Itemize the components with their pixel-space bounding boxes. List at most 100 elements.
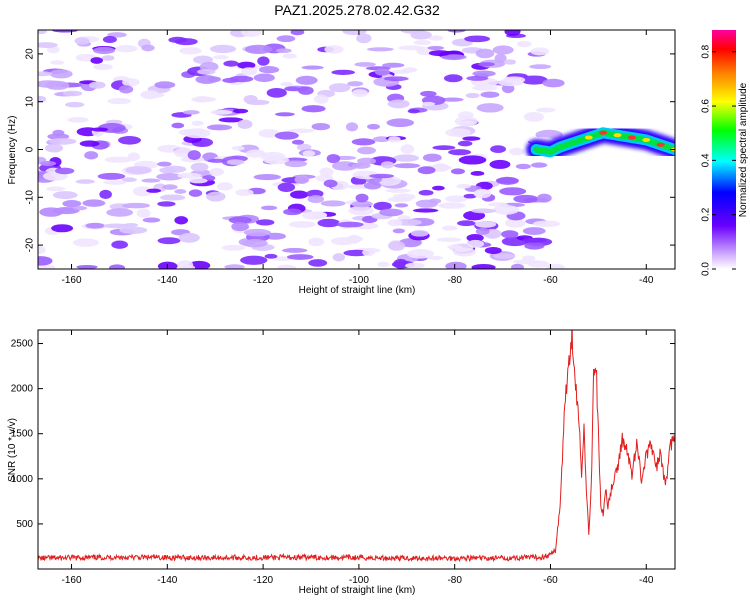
noise-blob xyxy=(231,145,245,151)
signal-peak xyxy=(656,142,665,147)
noise-blob xyxy=(260,151,286,162)
noise-blob xyxy=(231,221,249,232)
noise-blob xyxy=(348,205,374,216)
noise-blob xyxy=(393,154,419,162)
noise-blob xyxy=(387,219,403,227)
snr-x-tick-label: -80 xyxy=(447,575,462,586)
spectrogram-y-tick-label: 10 xyxy=(25,96,36,108)
spectrogram-x-tick-label: -160 xyxy=(62,275,82,286)
noise-blob xyxy=(470,208,496,214)
noise-blob xyxy=(354,62,376,67)
noise-blob xyxy=(331,69,356,75)
noise-blob xyxy=(332,253,346,262)
noise-blob xyxy=(48,138,77,145)
noise-blob xyxy=(284,160,308,168)
noise-blob xyxy=(351,162,371,169)
noise-blob xyxy=(178,232,200,243)
noise-blob xyxy=(253,73,275,82)
snr-y-tick-label: 1000 xyxy=(11,474,34,485)
noise-blob xyxy=(394,203,409,208)
noise-blob xyxy=(276,35,296,43)
noise-blob xyxy=(125,166,152,175)
noise-blob xyxy=(237,119,253,130)
noise-blob xyxy=(274,131,299,140)
noise-blob xyxy=(103,223,130,229)
signal-peak xyxy=(584,135,593,140)
noise-blob xyxy=(235,189,254,197)
noise-blob xyxy=(301,105,326,113)
noise-blob xyxy=(45,80,70,90)
noise-blob xyxy=(207,158,227,163)
noise-blob xyxy=(241,67,258,76)
noise-blob xyxy=(206,191,226,202)
noise-blob xyxy=(357,146,376,155)
noise-blob xyxy=(475,48,495,59)
noise-blob xyxy=(210,44,237,54)
noise-blob xyxy=(530,162,548,168)
noise-blob xyxy=(280,81,294,87)
snr-frame xyxy=(37,329,676,570)
noise-blob xyxy=(93,46,115,55)
noise-blob xyxy=(379,208,404,217)
noise-blob xyxy=(450,168,465,175)
noise-blob xyxy=(460,120,475,125)
noise-blob xyxy=(374,68,391,76)
noise-blob xyxy=(366,47,394,52)
noise-blob xyxy=(438,202,466,209)
noise-blob xyxy=(243,95,258,104)
noise-blob xyxy=(432,185,445,191)
noise-blob xyxy=(282,53,298,59)
noise-blob xyxy=(480,91,500,98)
noise-blob xyxy=(240,255,268,265)
noise-blob xyxy=(241,239,268,248)
noise-blob xyxy=(67,116,89,123)
colorbar-tick-label: 0.2 xyxy=(701,207,712,221)
noise-blob xyxy=(141,178,161,183)
spectrogram-x-tick-label: -100 xyxy=(349,275,369,286)
noise-blob xyxy=(472,85,498,91)
noise-blob xyxy=(496,176,519,185)
noise-blob xyxy=(277,182,296,193)
noise-blob xyxy=(476,103,504,113)
noise-blob xyxy=(283,208,302,216)
noise-blob xyxy=(311,122,331,131)
noise-blob xyxy=(542,78,565,88)
noise-blob xyxy=(52,129,65,137)
noise-blob xyxy=(470,171,485,176)
noise-blob xyxy=(106,208,134,217)
noise-blob xyxy=(420,90,437,97)
noise-blob xyxy=(509,147,525,156)
noise-blob xyxy=(520,75,548,85)
signal-peak xyxy=(627,135,636,140)
noise-blob xyxy=(103,180,127,185)
noise-blob xyxy=(373,201,392,211)
noise-blob xyxy=(182,110,200,115)
noise-blob xyxy=(377,261,390,268)
noise-blob xyxy=(447,30,466,33)
noise-blob xyxy=(257,56,270,66)
noise-blob xyxy=(277,264,296,269)
signal-peak xyxy=(599,130,608,135)
noise-blob xyxy=(465,92,480,99)
noise-blob xyxy=(290,190,309,199)
noise-blob xyxy=(221,244,246,251)
noise-blob xyxy=(121,177,137,183)
spectrogram-y-ticks: -20 -10 0 10 20 xyxy=(25,48,675,252)
noise-blob xyxy=(432,145,456,151)
noise-blob xyxy=(457,220,476,227)
spectrogram-noise xyxy=(38,30,565,269)
noise-blob xyxy=(226,159,245,165)
noise-blob xyxy=(274,112,295,117)
noise-blob xyxy=(54,167,75,175)
noise-blob xyxy=(245,149,266,158)
noise-blob xyxy=(291,139,305,145)
noise-blob xyxy=(307,195,325,204)
noise-blob xyxy=(441,97,464,102)
noise-blob xyxy=(51,224,74,233)
noise-blob xyxy=(195,75,219,84)
noise-blob xyxy=(513,259,540,264)
noise-blob xyxy=(308,237,325,247)
noise-blob xyxy=(272,256,292,261)
noise-blob xyxy=(457,140,473,147)
noise-blob xyxy=(179,47,202,55)
